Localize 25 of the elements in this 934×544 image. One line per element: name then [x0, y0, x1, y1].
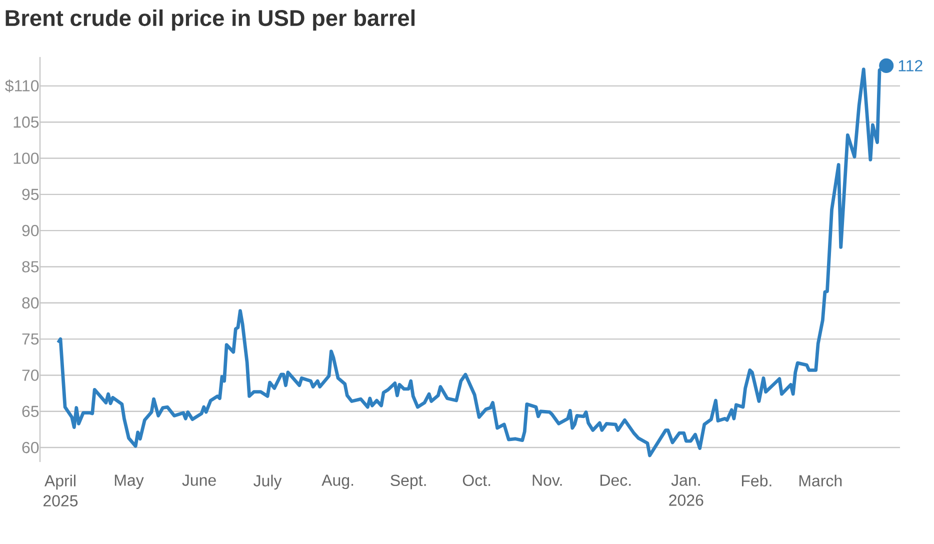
x-tick-label: July: [254, 474, 282, 490]
y-tick-label: 85: [22, 261, 39, 272]
x-tick-label: Oct.: [462, 474, 490, 486]
x-tick-label: Jan. 2026: [669, 474, 704, 506]
x-tick-label: Sept.: [390, 474, 426, 490]
x-tick-label: Feb.: [742, 474, 772, 486]
x-tick-label: March: [799, 474, 842, 486]
y-tick-label: 65: [22, 406, 39, 418]
x-tick-label: April 2025: [43, 474, 78, 506]
y-tick-label: $110: [5, 79, 39, 92]
x-tick-label: May: [114, 474, 144, 490]
y-tick-label: 105: [14, 116, 39, 128]
y-tick-label: 60: [22, 442, 39, 454]
x-tick-label: Dec.: [600, 474, 631, 486]
annotation: 112: [898, 60, 922, 72]
y-tick-label: 95: [22, 188, 39, 200]
y-tick-label: 90: [22, 224, 39, 236]
y-tick-label: 80: [22, 297, 39, 309]
y-tick-label: 100: [14, 152, 39, 164]
y-tick-label: 70: [22, 370, 39, 381]
x-tick-label: June: [182, 474, 216, 486]
x-tick-label: Aug.: [322, 474, 354, 490]
x-tick-label: Nov.: [532, 474, 562, 486]
y-tick-label: 75: [22, 333, 39, 345]
chart-title: Brent crude oil price in USD per barrel: [6, 9, 415, 31]
